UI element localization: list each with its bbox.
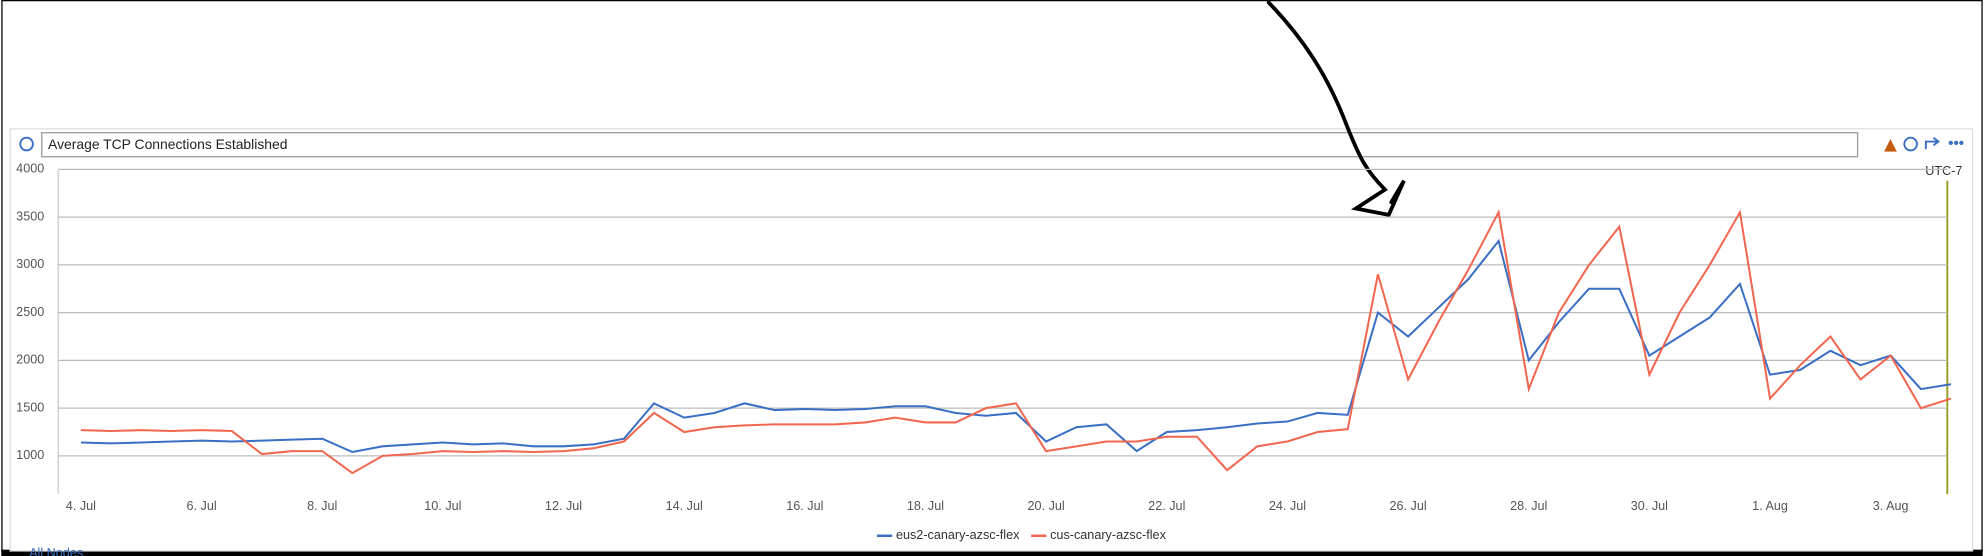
legend-label: cus-canary-azsc-flex (1050, 528, 1166, 542)
share-icon[interactable] (1924, 136, 1941, 150)
title-box[interactable] (41, 132, 1859, 158)
footer-link[interactable]: All Nodes (29, 546, 83, 556)
hand-drawn-arrow (1266, 0, 1406, 217)
legend-label: eus2-canary-azsc-flex (896, 528, 1020, 542)
y-tick-label: 4000 (16, 162, 44, 176)
x-tick-label: 16. Jul (786, 499, 823, 513)
x-tick-label: 1. Aug (1752, 499, 1788, 513)
y-tick-label: 2000 (16, 353, 44, 367)
refresh-icon[interactable] (1903, 136, 1918, 152)
settings-icon[interactable] (19, 136, 34, 152)
x-tick-label: 26. Jul (1389, 499, 1426, 513)
x-tick-label: 6. Jul (186, 499, 216, 513)
more-icon[interactable]: ••• (1948, 135, 1964, 152)
x-tick-label: 24. Jul (1269, 499, 1306, 513)
chart-title: Average TCP Connections Established (48, 136, 287, 152)
warning-icon[interactable] (1884, 139, 1897, 152)
series-line (80, 238, 1952, 454)
x-tick-label: 8. Jul (307, 499, 337, 513)
y-tick-label: 2500 (16, 305, 44, 319)
x-tick-label: 30. Jul (1631, 499, 1668, 513)
x-tick-label: 12. Jul (545, 499, 582, 513)
x-tick-label: 18. Jul (907, 499, 944, 513)
bottom-bar (1, 549, 1983, 556)
y-tick-label: 1000 (16, 448, 44, 462)
y-tick-label: 1500 (16, 400, 44, 414)
x-tick-label: 3. Aug (1873, 499, 1909, 513)
y-tick-label: 3500 (16, 209, 44, 223)
x-tick-label: 20. Jul (1028, 499, 1065, 513)
x-tick-label: 10. Jul (424, 499, 461, 513)
panel (9, 128, 1974, 552)
x-tick-label: 22. Jul (1148, 499, 1185, 513)
timezone: UTC-7 (1925, 164, 1962, 178)
series-line (80, 209, 1952, 475)
x-tick-label: 28. Jul (1510, 499, 1547, 513)
x-tick-label: 14. Jul (666, 499, 703, 513)
x-tick-label: 4. Jul (66, 499, 96, 513)
y-tick-label: 3000 (16, 257, 44, 271)
